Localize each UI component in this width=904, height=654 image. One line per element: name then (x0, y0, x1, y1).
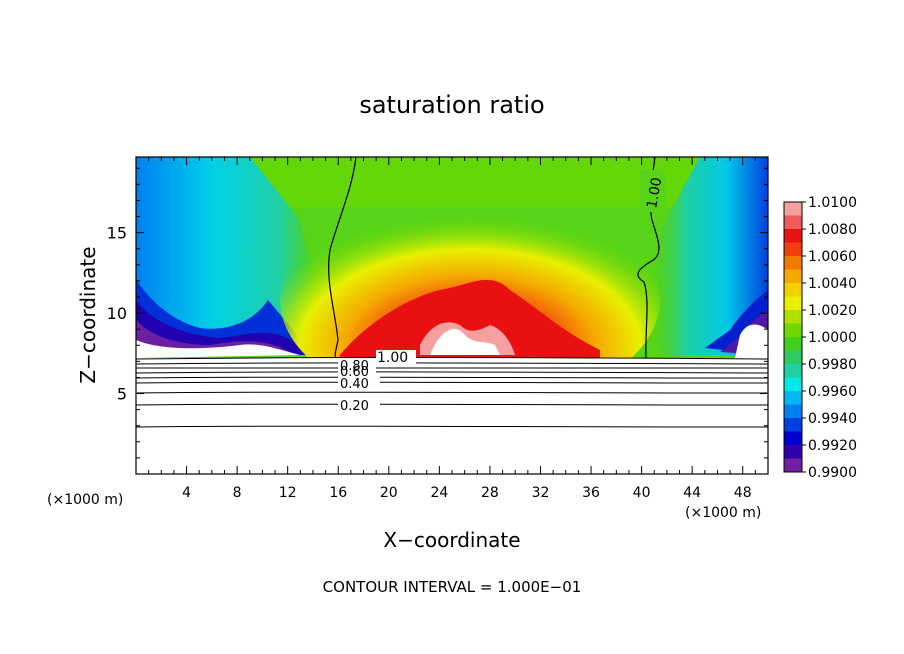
y-tick-label: 10 (107, 304, 127, 323)
y-axis-label: Z−coordinate (76, 246, 100, 383)
contour-1.00-left (328, 157, 357, 359)
contour-label: 1.00 (644, 176, 665, 209)
x-tick-label: 28 (481, 485, 499, 501)
contour-label: 1.00 (377, 350, 408, 366)
colorbar-swatch (784, 458, 802, 473)
colorbar-swatch (784, 202, 802, 216)
colorbar-label: 0.9940 (808, 411, 857, 427)
colorbar-label: 1.0020 (808, 303, 857, 319)
x-tick-label: 36 (582, 485, 600, 501)
x-tick-label: 24 (430, 485, 448, 501)
x-unit-right: (×1000 m) (685, 505, 761, 521)
x-unit-left: (×1000 m) (47, 492, 123, 508)
colorbar-label: 1.0060 (808, 249, 857, 265)
colorbar-swatch (784, 296, 802, 311)
colorbar-swatch (784, 215, 802, 230)
colorbar-swatch (784, 391, 802, 405)
contour-labels: 1.00 1.00 0.80 0.60 0.40 0.20 (338, 170, 665, 414)
contour-label: 0.20 (340, 399, 369, 414)
colorbar-swatch (784, 323, 802, 338)
colorbar-swatch (784, 337, 802, 351)
colorbar-swatch (784, 404, 802, 419)
x-tick-label: 32 (532, 485, 550, 501)
colorbar-swatch (784, 283, 802, 297)
colorbar-label: 0.9900 (808, 465, 857, 481)
colorbar-label: 0.9980 (808, 357, 857, 373)
colorbar-swatch (784, 310, 802, 324)
x-tick-label: 48 (734, 485, 752, 501)
colorbar-swatch (784, 269, 802, 284)
x-tick-label: 40 (633, 485, 651, 501)
y-tick-label: 5 (117, 385, 127, 404)
colorbar-swatch (784, 256, 802, 270)
colorbar: 1.0100 1.0080 1.0060 1.0040 1.0020 1.0000 0.99… (783, 195, 857, 481)
colorbar-label: 0.9920 (808, 438, 857, 454)
colorbar-swatch (784, 418, 802, 432)
x-tick-label: 20 (380, 485, 398, 501)
x-tick-label: 44 (683, 485, 701, 501)
colorbar-label: 1.0000 (808, 330, 857, 346)
plot-field (136, 157, 768, 474)
y-tick-label: 15 (107, 224, 127, 243)
x-tick-label: 4 (182, 485, 191, 501)
colorbar-swatch (784, 377, 802, 392)
colorbar-label: 0.9960 (808, 384, 857, 400)
colorbar-swatch (784, 242, 802, 257)
contour-label: 0.40 (340, 377, 369, 392)
colorbar-label: 1.0040 (808, 276, 857, 292)
colorbar-swatch (784, 350, 802, 365)
colorbar-swatch (784, 229, 802, 243)
y-axis: 5 10 15 (107, 167, 768, 459)
below-cloud-area (136, 358, 768, 474)
x-tick-label: 16 (329, 485, 347, 501)
colorbar-swatch (784, 445, 802, 459)
contour-label: 0.80 (340, 359, 369, 374)
x-tick-label: 8 (233, 485, 242, 501)
x-tick-label: 12 (279, 485, 297, 501)
right-dry-region (650, 157, 768, 355)
colorbar-swatch (784, 364, 802, 378)
colorbar-swatch (784, 431, 802, 446)
colorbar-label: 1.0100 (808, 195, 857, 211)
chart-title: saturation ratio (359, 91, 544, 119)
contour-interval-note: CONTOUR INTERVAL = 1.000E−01 (323, 578, 582, 596)
x-axis: 4 8 12 16 20 24 28 32 36 40 44 48 (148, 157, 756, 501)
colorbar-label: 1.0080 (808, 222, 857, 238)
x-axis-label: X−coordinate (383, 528, 520, 552)
